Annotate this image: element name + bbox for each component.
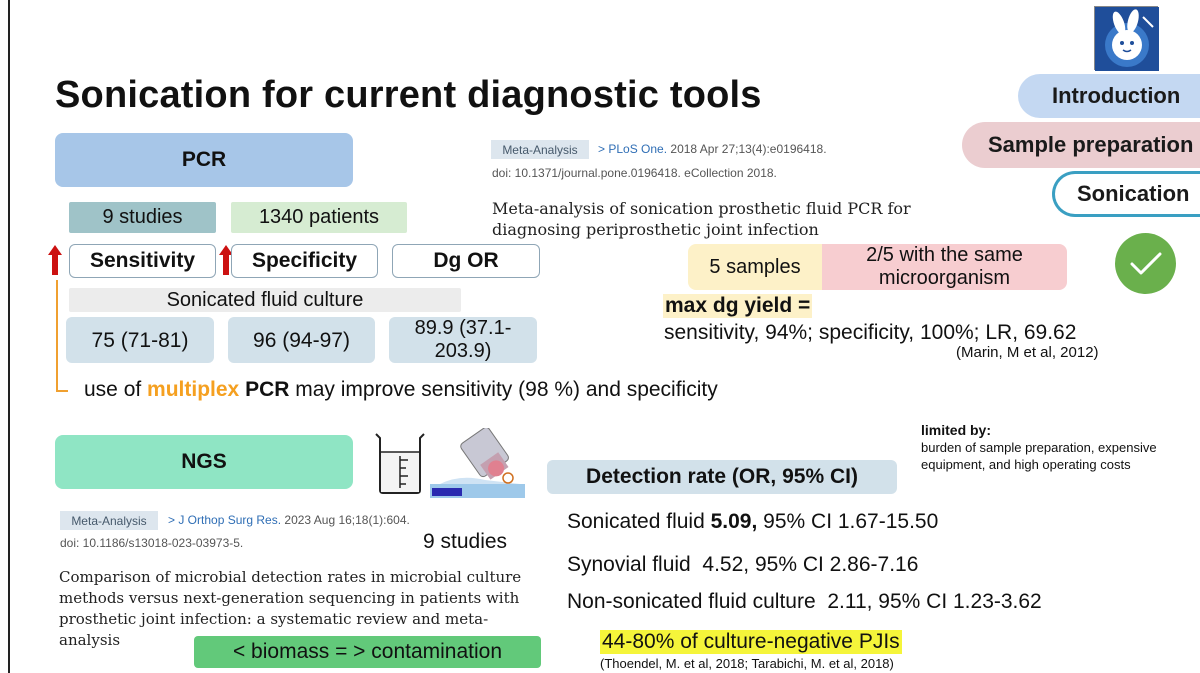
sonicator-probe-icon — [430, 428, 525, 498]
culture-negative-highlight: 44-80% of culture-negative PJIs — [600, 630, 902, 654]
sensitivity-header: Sensitivity — [69, 244, 216, 278]
paper-title: Meta-analysis of sonication prosthetic f… — [492, 199, 911, 239]
detection-row-ci: 95% CI 1.23-3.62 — [872, 590, 1042, 613]
detection-row-ci: 95% CI 2.86-7.16 — [749, 553, 919, 576]
detection-row-synovial: Synovial fluid 4.52, 95% CI 2.86-7.16 — [567, 553, 918, 577]
citation-details: 2023 Aug 16;18(1):604. — [281, 513, 410, 527]
marin-reference: (Marin, M et al, 2012) — [956, 344, 1099, 361]
multiplex-pcr-bold: PCR — [239, 378, 290, 401]
slide-left-border — [8, 0, 10, 673]
detection-row-label: Non-sonicated fluid culture — [567, 590, 828, 613]
nav-introduction[interactable]: Introduction — [1018, 74, 1200, 118]
pcr-heading: PCR — [55, 133, 353, 187]
nav-sonication[interactable]: Sonication — [1052, 171, 1200, 217]
beaker-icon — [375, 433, 425, 494]
citation-journal: > PLoS One. 2018 Apr 27;13(4):e0196418. — [598, 142, 827, 156]
nav-sample-preparation[interactable]: Sample preparation — [962, 122, 1200, 168]
specificity-value: 96 (94-97) — [228, 317, 375, 363]
checkmark-icon — [1115, 233, 1176, 294]
limited-by-heading: limited by: — [921, 422, 992, 438]
citation-journal: > J Orthop Surg Res. 2023 Aug 16;18(1):6… — [168, 513, 410, 527]
multiplex-highlight: multiplex — [147, 378, 240, 401]
ngs-heading: NGS — [55, 435, 353, 489]
slide-title: Sonication for current diagnostic tools — [55, 74, 762, 116]
samples-count: 5 samples — [688, 244, 822, 290]
limited-by-note: limited by: burden of sample preparation… — [921, 422, 1161, 473]
marin-stats: sensitivity, 94%; specificity, 100%; LR,… — [664, 321, 1077, 344]
detection-row-or: 2.11, — [827, 590, 873, 613]
detection-row-or: 5.09, — [710, 510, 758, 533]
detection-row-or: 4.52, — [702, 553, 750, 576]
sensitivity-value: 75 (71-81) — [66, 317, 214, 363]
pcr-patients-count: 1340 patients — [231, 202, 407, 233]
sonicated-fluid-culture-label: Sonicated fluid culture — [69, 288, 461, 312]
meta-analysis-badge: Meta-Analysis — [60, 511, 158, 530]
rabbit-logo-icon — [1094, 6, 1159, 71]
arrow-up-icon — [219, 245, 233, 275]
citation-doi: doi: 10.1186/s13018-023-03973-5. — [60, 536, 244, 550]
ngs-studies-count: 9 studies — [423, 530, 508, 553]
meta-analysis-badge: Meta-Analysis — [491, 140, 589, 159]
detection-row-label: Sonicated fluid — [567, 510, 711, 533]
orange-bracket — [56, 280, 68, 392]
detection-row-ci: 95% CI 1.67-15.50 — [757, 510, 939, 533]
same-microorganism-note: 2/5 with the same microorganism — [822, 244, 1067, 290]
multiplex-note: use of multiplex PCR may improve sensiti… — [84, 378, 718, 402]
journal-link[interactable]: J Orthop Surg Res. — [178, 513, 282, 527]
detection-row-sonicated: Sonicated fluid 5.09, 95% CI 1.67-15.50 — [567, 510, 938, 534]
citation-doi: doi: 10.1371/journal.pone.0196418. eColl… — [492, 166, 777, 180]
biomass-contamination-note: < biomass = > contamination — [194, 636, 541, 668]
specificity-header: Specificity — [231, 244, 378, 278]
dg-or-header: Dg OR — [392, 244, 540, 278]
max-dg-yield-label: max dg yield = — [663, 294, 813, 318]
multiplex-note-suffix: may improve sensitivity (98 %) and speci… — [289, 378, 718, 401]
culture-negative-reference: (Thoendel, M. et al, 2018; Tarabichi, M.… — [600, 656, 894, 671]
limited-by-text: burden of sample preparation, expensive … — [921, 440, 1157, 472]
pcr-studies-count: 9 studies — [69, 202, 216, 233]
paper-title: Comparison of microbial detection rates … — [59, 568, 522, 649]
journal-link[interactable]: PLoS One. — [608, 142, 668, 156]
detection-row-label: Synovial fluid — [567, 553, 703, 576]
dg-or-value: 89.9 (37.1-203.9) — [389, 317, 537, 363]
arrow-up-icon — [48, 245, 62, 275]
multiplex-note-prefix: use of — [84, 378, 148, 401]
citation-details: 2018 Apr 27;13(4):e0196418. — [667, 142, 827, 156]
detection-rate-header: Detection rate (OR, 95% CI) — [547, 460, 897, 494]
detection-row-non-sonicated: Non-sonicated fluid culture 2.11, 95% CI… — [567, 590, 1042, 614]
